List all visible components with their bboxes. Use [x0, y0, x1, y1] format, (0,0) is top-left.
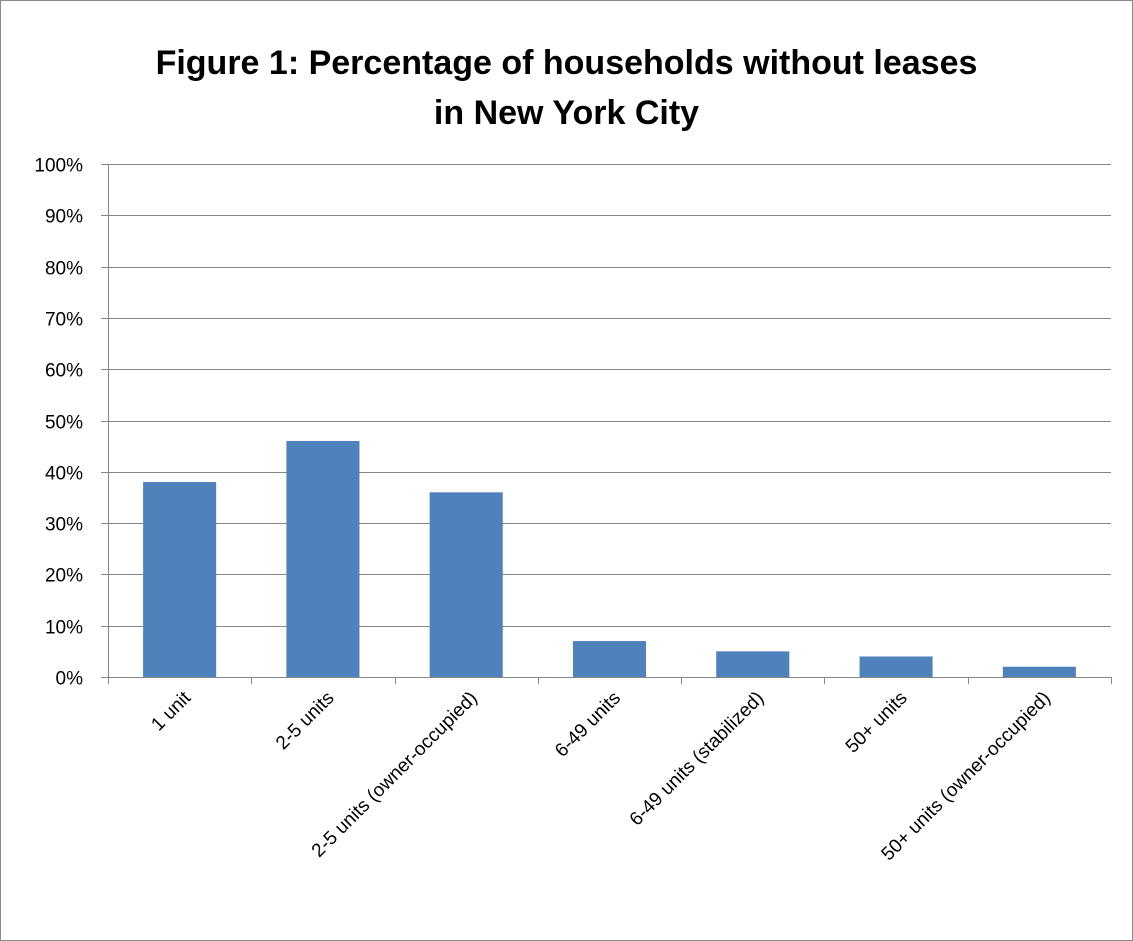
x-category-label: 2-5 units (owner-occupied) [308, 688, 482, 862]
y-tick-label: 60% [45, 361, 83, 382]
bar [429, 492, 503, 677]
x-category-label: 1 unit [147, 687, 195, 735]
y-tick-label: 0% [56, 669, 84, 690]
x-category-label: 50+ units [842, 688, 912, 758]
y-tick-labels: 0% 10% 20% 30% 40% 50% 60% 70% 80% 90% 100% [34, 156, 83, 690]
bar [286, 441, 360, 677]
chart-title: Figure 1: Percentage of households witho… [0, 38, 1133, 138]
bar [859, 656, 933, 677]
chart-title-line-1: Figure 1: Percentage of households witho… [155, 44, 978, 82]
y-tick-label: 40% [45, 464, 83, 485]
y-tick-label: 70% [45, 310, 83, 331]
y-tick-label: 90% [45, 207, 83, 228]
y-tick-label: 80% [45, 259, 83, 280]
x-category-label: 50+ units (owner-occupied) [878, 688, 1055, 865]
gridlines [108, 164, 1111, 627]
chart-title-line-2: in New York City [433, 94, 700, 132]
y-tick-label: 50% [45, 413, 83, 434]
x-category-label: 6-49 units (stabilized) [626, 688, 769, 831]
y-tick-label: 20% [45, 566, 83, 587]
bar [572, 641, 647, 677]
bar [1002, 666, 1076, 677]
bar [143, 482, 217, 677]
y-tick-label: 100% [34, 156, 83, 177]
bars [143, 441, 1076, 677]
y-tick-label: 10% [45, 618, 83, 639]
y-tick-label: 30% [45, 515, 83, 536]
bar [716, 651, 790, 677]
axes [101, 164, 1112, 684]
x-category-label: 6-49 units [551, 688, 625, 762]
x-category-label: 2-5 units [272, 688, 338, 754]
